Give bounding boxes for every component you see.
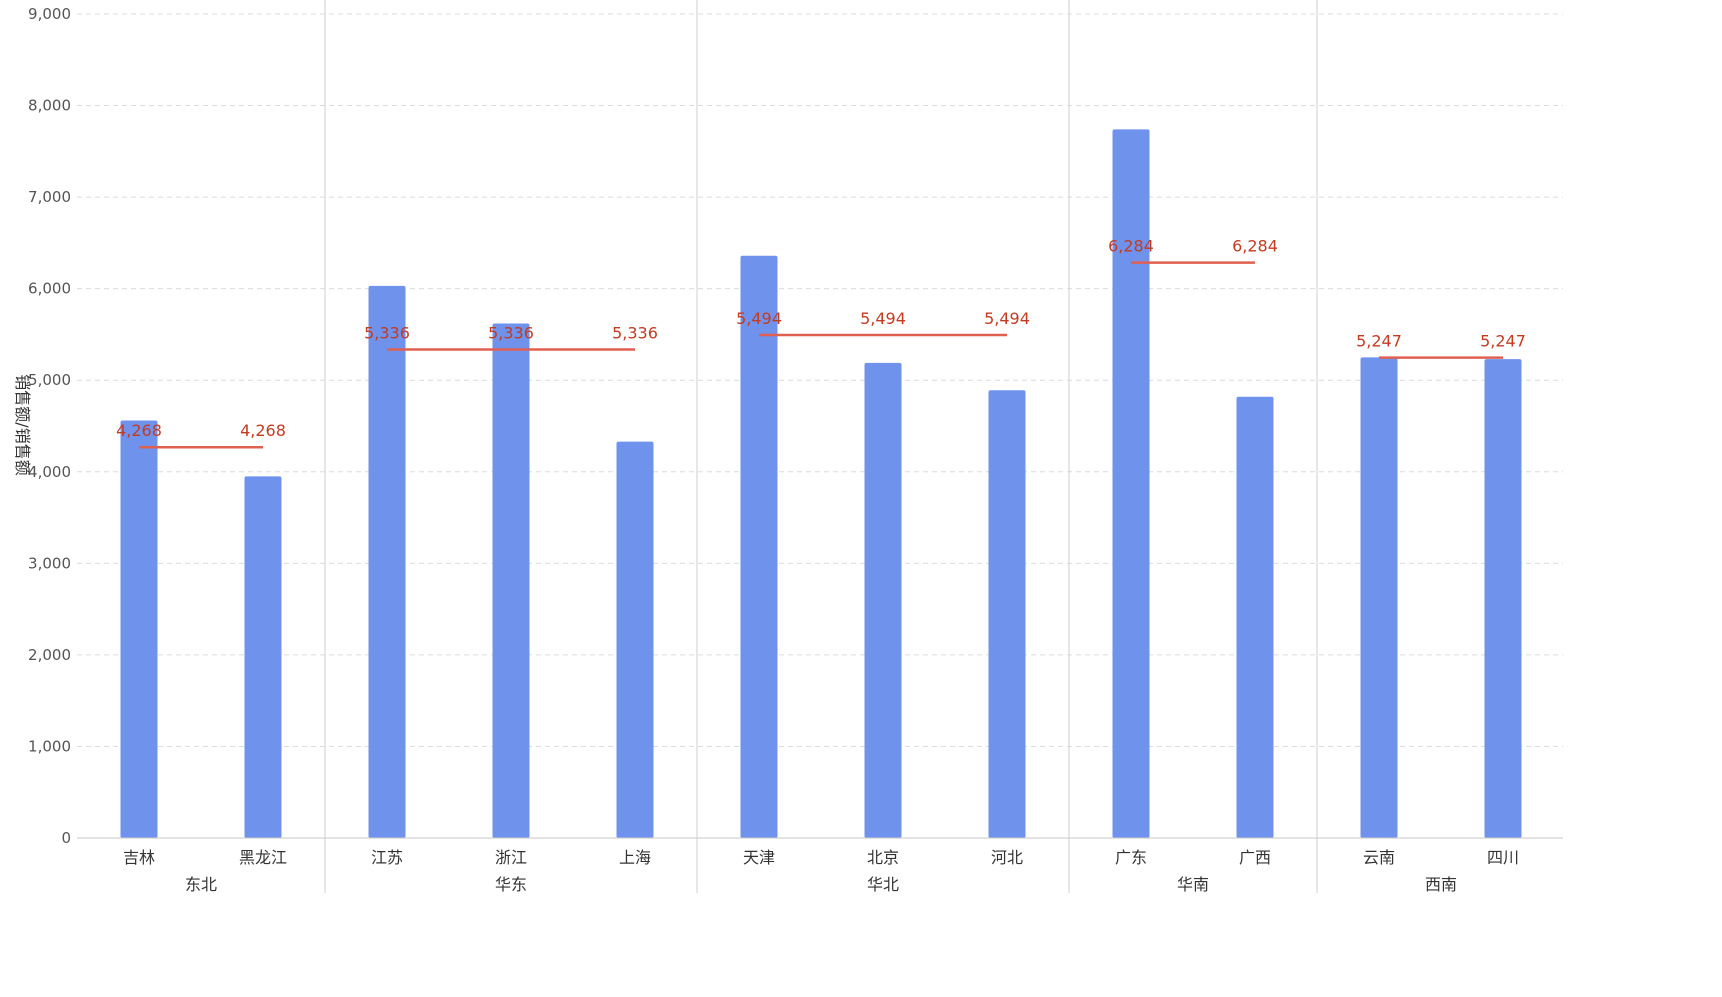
x-tick-label: 广东 (1115, 848, 1147, 867)
y-axis-label: 销售额/销售额 (13, 374, 32, 475)
bars (120, 129, 1522, 839)
x-tick-label: 河北 (991, 848, 1023, 867)
group-label: 东北 (185, 875, 217, 894)
bar-浙江 (492, 323, 530, 838)
bar-上海 (616, 441, 654, 838)
x-tick-label: 上海 (619, 848, 651, 867)
average-label: 5,336 (488, 323, 534, 342)
y-tick-label: 0 (61, 829, 71, 847)
bar-黑龙江 (244, 476, 282, 838)
bar-天津 (740, 255, 778, 838)
gridlines (77, 13, 1563, 747)
average-label: 6,284 (1108, 237, 1154, 256)
average-label: 5,247 (1480, 332, 1526, 351)
average-lines: 4,268 4,268 5,336 5,336 5,336 5,494 5,494 5,494… (116, 237, 1526, 449)
average-label: 5,494 (736, 309, 782, 328)
y-axis: 0 1,000 2,000 3,000 4,000 5,000 6,000 7,000 8,00… (28, 5, 71, 847)
bar-广东 (1112, 129, 1150, 839)
y-tick-label: 7,000 (28, 188, 71, 206)
x-tick-label: 天津 (743, 848, 775, 867)
y-tick-label: 6,000 (28, 280, 71, 298)
x-tick-label: 黑龙江 (239, 848, 287, 867)
x-tick-label: 四川 (1487, 848, 1519, 867)
y-tick-label: 4,000 (28, 463, 71, 481)
x-tick-label: 吉林 (123, 848, 155, 867)
x-tick-label: 北京 (867, 848, 899, 867)
group-separators (324, 0, 1318, 893)
average-label: 5,336 (612, 323, 658, 342)
y-tick-label: 9,000 (28, 5, 71, 23)
average-label: 5,494 (984, 309, 1030, 328)
bar-吉林 (120, 420, 158, 838)
group-label: 华南 (1177, 875, 1209, 894)
y-tick-label: 1,000 (28, 737, 71, 755)
average-label: 4,268 (116, 421, 162, 440)
group-label: 华东 (495, 875, 527, 894)
y-tick-label: 5,000 (28, 371, 71, 389)
x-tick-label: 江苏 (371, 848, 403, 867)
y-tick-label: 2,000 (28, 646, 71, 664)
x-tick-label: 广西 (1239, 848, 1271, 867)
group-label: 华北 (867, 875, 899, 894)
group-label: 西南 (1425, 875, 1457, 894)
bar-河北 (988, 390, 1026, 838)
bar-广西 (1236, 396, 1274, 838)
x-tick-label: 浙江 (495, 848, 527, 867)
average-label: 5,494 (860, 309, 906, 328)
bar-云南 (1360, 357, 1398, 838)
y-tick-label: 8,000 (28, 97, 71, 115)
average-label: 5,247 (1356, 332, 1402, 351)
average-label: 4,268 (240, 421, 286, 440)
bar-四川 (1484, 359, 1522, 838)
bar-北京 (864, 362, 902, 838)
average-label: 6,284 (1232, 237, 1278, 256)
average-label: 5,336 (364, 323, 410, 342)
y-tick-label: 3,000 (28, 554, 71, 572)
x-tick-label: 云南 (1363, 848, 1395, 867)
bar-江苏 (368, 285, 406, 838)
